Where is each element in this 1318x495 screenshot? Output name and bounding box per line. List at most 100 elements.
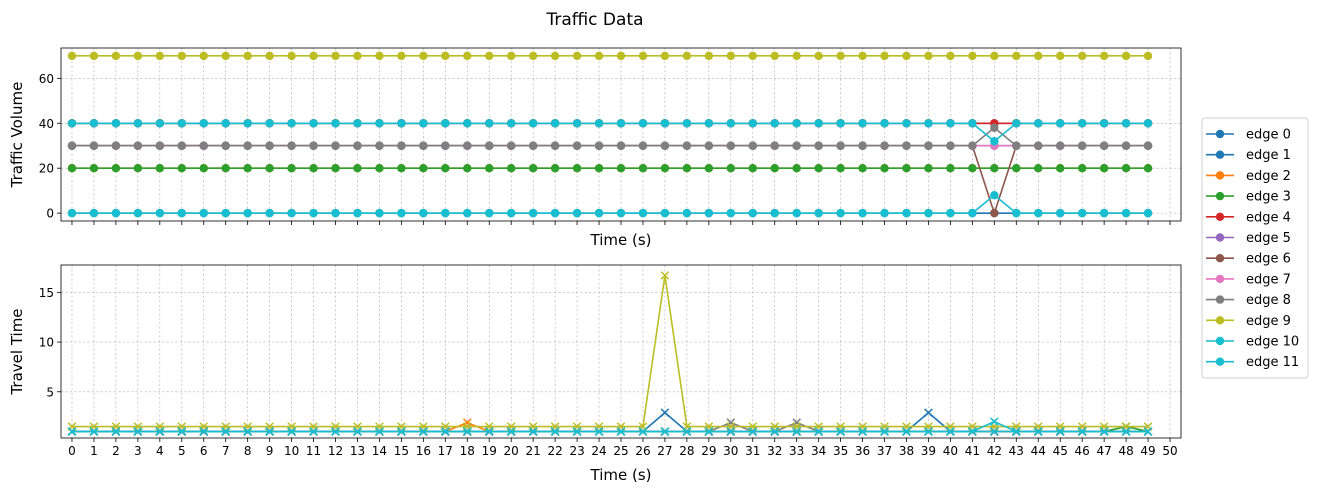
data-point	[572, 164, 582, 173]
data-point	[463, 164, 472, 173]
legend-label: edge 8	[1246, 293, 1291, 308]
data-point	[528, 427, 538, 436]
data-point	[1077, 427, 1087, 436]
data-point	[397, 119, 406, 128]
legend-entry: edge 0	[1206, 128, 1291, 143]
data-point	[550, 119, 560, 128]
x-tick-label: 7	[222, 444, 230, 458]
data-point	[1143, 164, 1153, 173]
data-point	[133, 164, 143, 173]
data-point	[177, 141, 186, 150]
data-point	[485, 51, 494, 61]
data-point	[880, 119, 889, 128]
data-point	[155, 208, 165, 218]
y-tick-label: 60	[39, 72, 54, 86]
data-point	[1143, 208, 1153, 218]
travel-time-ylabel: Travel Time	[8, 308, 26, 395]
data-point	[792, 164, 801, 173]
data-point	[660, 208, 670, 218]
data-point	[924, 208, 933, 218]
legend-marker	[1215, 254, 1225, 263]
data-point	[485, 119, 494, 128]
data-point	[726, 164, 736, 173]
data-point	[221, 208, 230, 218]
legend-label: edge 4	[1246, 210, 1291, 225]
data-point	[968, 119, 977, 128]
x-tick-label: 30	[723, 444, 738, 458]
data-point	[265, 208, 274, 218]
data-point	[67, 427, 77, 436]
data-point	[924, 164, 933, 173]
data-point	[858, 51, 867, 61]
data-point	[528, 51, 538, 61]
data-point	[616, 51, 626, 61]
data-point	[814, 164, 823, 173]
x-tick-label: 50	[1162, 444, 1177, 458]
legend-label: edge 1	[1246, 148, 1291, 163]
data-point	[375, 208, 384, 218]
data-point	[155, 141, 165, 150]
data-point	[836, 208, 845, 218]
data-point	[924, 141, 933, 150]
data-point	[309, 119, 318, 128]
data-point	[946, 51, 955, 61]
data-point	[924, 427, 933, 436]
y-tick-label: 0	[46, 207, 54, 221]
data-point	[309, 427, 318, 436]
data-point	[858, 427, 867, 436]
data-point	[67, 164, 77, 173]
data-point	[155, 51, 165, 61]
data-point	[1012, 164, 1021, 173]
data-point	[792, 51, 801, 61]
x-tick-label: 31	[745, 444, 760, 458]
legend-label: edge 10	[1246, 335, 1299, 350]
travel-time-grid	[61, 265, 1181, 438]
data-point	[968, 164, 977, 173]
data-point	[441, 119, 450, 128]
legend-marker	[1215, 150, 1225, 159]
data-point	[748, 51, 757, 61]
data-point	[1034, 208, 1043, 218]
data-point	[463, 208, 472, 218]
data-point	[331, 51, 340, 61]
data-point	[265, 427, 274, 436]
x-tick-label: 25	[613, 444, 628, 458]
data-point	[1099, 427, 1109, 436]
data-point	[1121, 51, 1131, 61]
data-point	[1034, 119, 1043, 128]
data-point	[199, 427, 209, 436]
data-point	[353, 141, 362, 150]
x-tick-label: 39	[921, 444, 936, 458]
data-point	[594, 51, 604, 61]
y-tick-label: 5	[46, 385, 54, 399]
data-point	[1034, 164, 1043, 173]
data-point	[550, 427, 560, 436]
series-line	[71, 420, 1149, 433]
data-point	[704, 119, 714, 128]
data-point	[638, 164, 648, 173]
data-point	[572, 208, 582, 218]
data-point	[177, 427, 187, 436]
data-point	[638, 427, 648, 436]
data-point	[419, 427, 428, 436]
data-point	[243, 427, 252, 436]
data-point	[397, 141, 406, 150]
data-point	[550, 164, 560, 173]
data-point	[177, 119, 186, 128]
data-point	[572, 141, 582, 150]
data-point	[265, 141, 274, 150]
data-point	[463, 119, 472, 128]
data-point	[287, 427, 296, 436]
data-point	[243, 119, 252, 128]
legend-entry: edge 8	[1206, 293, 1291, 308]
data-point	[67, 51, 77, 61]
data-point	[441, 141, 450, 150]
data-point	[748, 119, 757, 128]
x-tick-label: 16	[416, 444, 431, 458]
data-point	[221, 141, 230, 150]
data-point	[594, 119, 604, 128]
travel-time-xlabel: Time (s)	[590, 466, 652, 484]
data-point	[990, 51, 999, 61]
data-point	[1099, 208, 1109, 218]
data-point	[111, 164, 121, 173]
